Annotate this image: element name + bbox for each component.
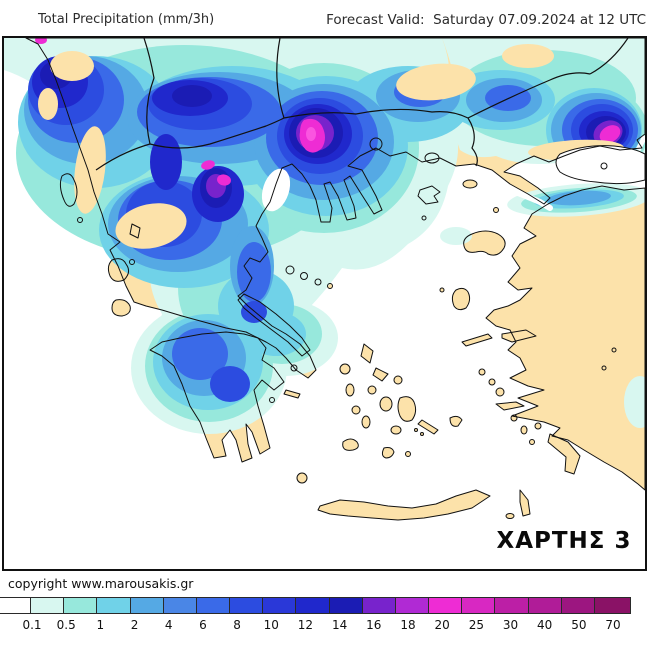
scale-cell bbox=[129, 597, 164, 614]
scale-cell bbox=[63, 597, 98, 614]
scale-label: 0.5 bbox=[56, 618, 76, 632]
scale-label: 40 bbox=[537, 618, 553, 632]
scale-cell bbox=[96, 597, 131, 614]
border-bulgaria-greece bbox=[283, 108, 469, 119]
copyright-text: copyright www.marousakis.gr bbox=[8, 576, 194, 591]
map-label: ΧΑΡΤΗΣ 3 bbox=[496, 528, 631, 554]
country-borders bbox=[95, 38, 629, 171]
scale-label: 0.1 bbox=[22, 618, 42, 632]
scale-label: 20 bbox=[434, 618, 450, 632]
black-sea-coast bbox=[589, 38, 629, 75]
map-frame: ΧΑΡΤΗΣ 3 bbox=[2, 36, 647, 571]
scale-cell bbox=[229, 597, 264, 614]
scale-cell bbox=[30, 597, 65, 614]
scale-label: 1 bbox=[96, 618, 105, 632]
scale-cell bbox=[461, 597, 496, 614]
header: Total Precipitation (mm/3h) Forecast Val… bbox=[0, 0, 650, 36]
scale-cell bbox=[262, 597, 297, 614]
scale-label: 70 bbox=[605, 618, 621, 632]
product-title: Total Precipitation (mm/3h) bbox=[38, 12, 215, 27]
scale-label: 2 bbox=[130, 618, 139, 632]
scale-label: 16 bbox=[366, 618, 382, 632]
scale-bar bbox=[0, 597, 650, 614]
border-albania-greece bbox=[95, 143, 151, 171]
scale-label: 12 bbox=[297, 618, 314, 632]
scale-label: 14 bbox=[331, 618, 348, 632]
border-greece-turkey bbox=[467, 117, 478, 167]
scale-cell bbox=[195, 597, 231, 614]
scale-label: 10 bbox=[263, 618, 279, 632]
forecast-valid-text: Forecast Valid: Saturday 07.09.2024 at 1… bbox=[326, 12, 646, 28]
scale-cell bbox=[527, 597, 562, 614]
scale-cell bbox=[328, 597, 363, 614]
scale-label: 25 bbox=[468, 618, 484, 632]
scale-cell bbox=[560, 597, 595, 614]
scale-cell bbox=[295, 597, 330, 614]
scale-cell bbox=[162, 597, 197, 614]
precipitation-map: ΧΑΡΤΗΣ 3 bbox=[4, 38, 645, 569]
scale-cell bbox=[361, 597, 396, 614]
border-nmacedonia-greece bbox=[149, 117, 285, 149]
border-albania-nmacedonia bbox=[143, 38, 155, 145]
border-bulgaria-turkey bbox=[467, 72, 591, 119]
scale-label: 18 bbox=[400, 618, 416, 632]
scale-cell bbox=[593, 597, 631, 614]
scale-cell bbox=[494, 597, 529, 614]
scale-labels: 0.1 0.5 1 2 4 6 8 10 12 14 16 18 20 25 30 40 50 70 bbox=[0, 618, 650, 634]
scale-cell bbox=[428, 597, 463, 614]
scale-label: 4 bbox=[164, 618, 173, 632]
scale-label: 30 bbox=[502, 618, 519, 632]
scale-cell bbox=[0, 597, 31, 614]
scale-label: 8 bbox=[233, 618, 241, 632]
scale-label: 50 bbox=[571, 618, 587, 632]
border-nmacedonia-bulgaria bbox=[276, 38, 285, 119]
scale-label: 6 bbox=[199, 618, 207, 632]
bosporus-strait bbox=[635, 134, 645, 152]
scale-cell bbox=[394, 597, 430, 614]
